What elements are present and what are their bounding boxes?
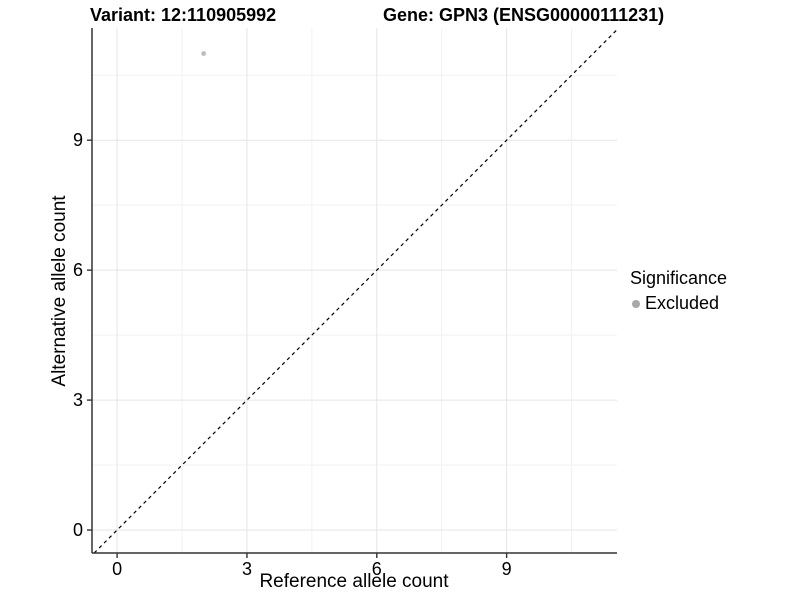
identity-dashed-line <box>93 29 618 554</box>
x-tick-label: 3 <box>242 559 252 579</box>
x-tick-label: 9 <box>502 559 512 579</box>
y-tick-label: 9 <box>73 130 83 150</box>
y-tick-label: 3 <box>73 390 83 410</box>
x-tick-label: 6 <box>372 559 382 579</box>
legend: Significance Excluded <box>630 268 727 314</box>
legend-point-icon <box>632 299 640 308</box>
y-tick-label: 6 <box>73 260 83 280</box>
gene-title: Gene: GPN3 (ENSG00000111231) <box>383 5 665 25</box>
legend-title: Significance <box>630 268 728 288</box>
legend-item-label: Excluded <box>645 293 720 313</box>
y-tick-label: 0 <box>73 520 83 540</box>
x-axis-title: Reference allele count <box>259 571 449 592</box>
x-tick-label: 0 <box>112 559 122 579</box>
data-point <box>201 51 207 56</box>
variant-title: Variant: 12:110905992 <box>90 5 277 25</box>
legend-item-excluded: Excluded <box>630 293 727 314</box>
